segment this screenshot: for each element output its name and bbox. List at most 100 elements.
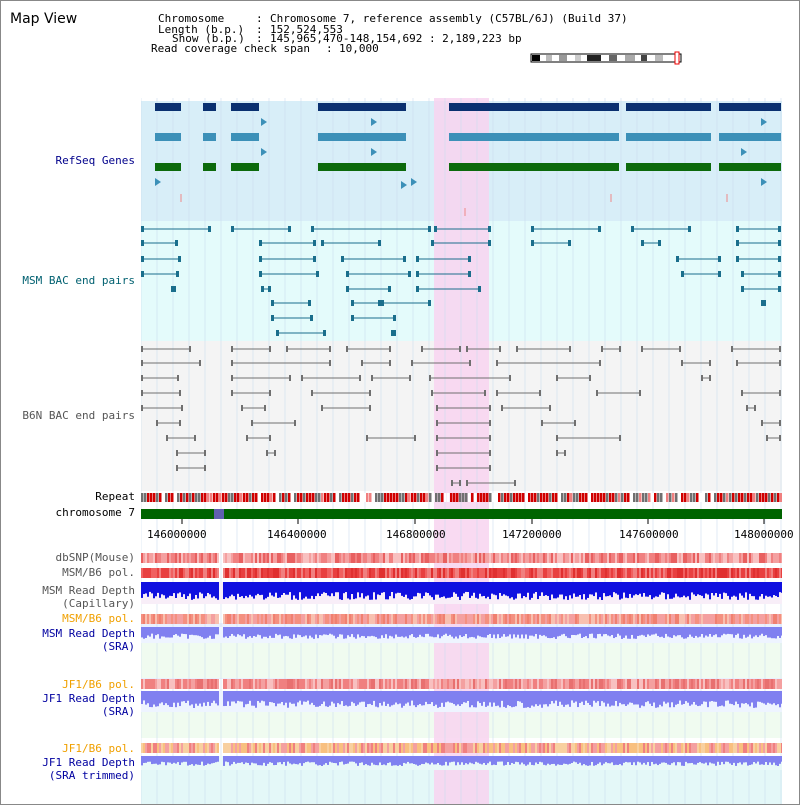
heat-cell <box>449 553 451 563</box>
track-label-b6n-bac[interactable]: B6N BAC end pairs <box>22 409 135 422</box>
heat-cell <box>555 568 557 578</box>
heat-cell <box>633 679 635 689</box>
heat-cell <box>257 568 259 578</box>
depth-bar <box>749 691 751 707</box>
heat-cell <box>311 679 313 689</box>
heat-cell <box>425 553 427 563</box>
heat-cell <box>413 743 415 753</box>
track-label-refseq[interactable]: RefSeq Genes <box>55 154 135 167</box>
depth-bar <box>483 582 485 596</box>
heat-cell <box>183 568 185 578</box>
heat-cell <box>293 614 295 624</box>
track-label-msm-depth-cap[interactable]: MSM Read Depth <box>42 584 135 597</box>
msm-bac-end <box>261 286 264 292</box>
heat-cell <box>539 553 541 563</box>
depth-bar <box>517 627 519 635</box>
chromosome-sep: : <box>256 12 263 25</box>
heat-cell <box>557 614 559 624</box>
heat-cell <box>665 553 667 563</box>
heat-cell <box>215 568 217 578</box>
heat-cell <box>571 614 573 624</box>
depth-bar <box>387 627 389 639</box>
heat-cell <box>339 553 341 563</box>
heat-cell <box>335 679 337 689</box>
heat-cell <box>615 743 617 753</box>
depth-bar <box>585 756 587 766</box>
track-label-chromosome[interactable]: chromosome 7 <box>55 506 135 519</box>
depth-bar <box>195 691 197 704</box>
track-label-jf1-depth-sra[interactable]: JF1 Read Depth <box>42 692 135 705</box>
heat-cell <box>477 614 479 624</box>
depth-bar <box>697 627 699 638</box>
depth-bar <box>363 756 365 766</box>
chromosome-ideogram[interactable] <box>529 51 689 65</box>
depth-bar <box>483 756 485 763</box>
heat-cell <box>383 679 385 689</box>
heat-cell <box>259 614 261 624</box>
depth-bar <box>445 627 447 634</box>
depth-bar <box>403 582 405 597</box>
heat-cell <box>393 614 395 624</box>
depth-bar <box>201 691 203 707</box>
track-label-msm-b6-pol[interactable]: MSM/B6 pol. <box>62 566 135 579</box>
heat-cell <box>277 568 279 578</box>
heat-cell <box>539 743 541 753</box>
depth-bar <box>401 627 403 637</box>
depth-bar <box>769 691 771 704</box>
depth-bar <box>213 627 215 639</box>
heat-cell <box>191 679 193 689</box>
heat-cell <box>467 614 469 624</box>
depth-bar <box>253 582 255 599</box>
heat-cell <box>563 679 565 689</box>
heat-cell <box>289 568 291 578</box>
heat-cell <box>151 553 153 563</box>
depth-bar <box>393 627 395 639</box>
heat-cell <box>509 679 511 689</box>
b6n-bac-end <box>436 420 438 426</box>
depth-bar <box>671 691 673 703</box>
heat-cell <box>149 568 151 578</box>
track-label-msm-depth-sra[interactable]: MSM Read Depth <box>42 627 135 640</box>
track-label-msm-bac[interactable]: MSM BAC end pairs <box>22 274 135 287</box>
depth-bar <box>269 691 271 702</box>
heat-cell <box>361 743 363 753</box>
heat-cell <box>301 679 303 689</box>
tracks-panel[interactable] <box>141 98 782 804</box>
heat-cell <box>535 553 537 563</box>
axis-tick-label: 147600000 <box>619 528 679 541</box>
heat-cell <box>331 568 333 578</box>
depth-bar <box>507 582 509 597</box>
heat-cell <box>379 679 381 689</box>
depth-bar <box>397 691 399 705</box>
depth-bar <box>627 691 629 705</box>
b6n-bac-end <box>311 390 313 396</box>
depth-bar <box>261 627 263 639</box>
depth-bar <box>649 756 651 766</box>
track-label-dbsnp[interactable]: dbSNP(Mouse) <box>55 551 135 564</box>
heat-cell <box>655 679 657 689</box>
heat-cell <box>473 553 475 563</box>
depth-bar <box>295 627 297 638</box>
heat-cell <box>619 743 621 753</box>
heat-cell <box>771 614 773 624</box>
heat-cell <box>661 679 663 689</box>
track-label-jf1-b6-pol[interactable]: JF1/B6 pol. <box>62 678 135 691</box>
depth-bar <box>533 691 535 707</box>
track-label-repeat[interactable]: Repeat <box>95 490 135 503</box>
depth-bar <box>459 627 461 636</box>
track-label-msm-b6-pol-2[interactable]: MSM/B6 pol. <box>62 612 135 625</box>
heat-cell <box>425 743 427 753</box>
depth-bar <box>779 691 781 708</box>
heat-cell <box>623 743 625 753</box>
heat-cell <box>311 614 313 624</box>
track-label-jf1-depth-trim[interactable]: JF1 Read Depth <box>42 756 135 769</box>
heat-cell <box>237 614 239 624</box>
depth-bar <box>509 756 511 765</box>
heat-cell <box>561 553 563 563</box>
heat-cell <box>591 679 593 689</box>
depth-bar <box>161 627 163 637</box>
track-label-jf1-b6-pol-2[interactable]: JF1/B6 pol. <box>62 742 135 755</box>
heat-cell <box>397 743 399 753</box>
depth-bar <box>709 691 711 702</box>
depth-bar <box>199 691 201 704</box>
